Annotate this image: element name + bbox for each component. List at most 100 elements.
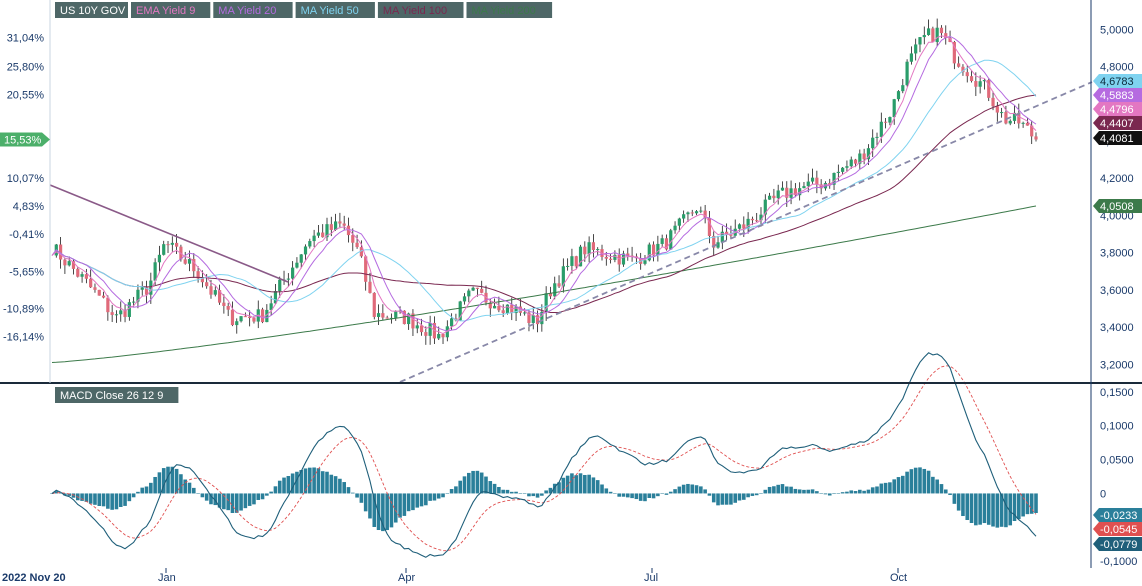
candle-body	[892, 99, 896, 118]
candle-body	[445, 326, 449, 338]
macd-histogram-bar	[707, 493, 712, 496]
legend-tag-bg[interactable]	[466, 2, 553, 18]
macd-title-bg	[55, 387, 179, 403]
macd-histogram-bar	[978, 493, 982, 525]
macd-histogram-bar	[454, 486, 458, 494]
candle-body	[587, 242, 591, 255]
y-left-tick-label: 31,04%	[7, 33, 45, 45]
macd-histogram-bar	[823, 493, 828, 495]
macd-histogram-bar	[467, 472, 471, 494]
candle-body	[252, 317, 256, 322]
macd-histogram-bar	[303, 468, 308, 494]
candle-body	[978, 81, 982, 87]
candle-body	[144, 287, 149, 295]
macd-histogram-bar	[849, 490, 854, 494]
macd-histogram-bar	[368, 493, 372, 519]
candle-body	[780, 187, 785, 191]
candle-body	[651, 244, 656, 256]
candle-body	[381, 313, 385, 318]
candle-body	[776, 190, 780, 199]
legend-tag-label[interactable]: MA Yield 100	[383, 5, 447, 17]
macd-histogram-bar	[359, 493, 364, 503]
candle-body	[995, 106, 999, 113]
macd-histogram-bar	[355, 493, 359, 498]
candle-body	[746, 218, 750, 229]
candle-body	[596, 249, 600, 251]
macd-histogram-bar	[497, 486, 501, 494]
candle-body	[97, 289, 101, 296]
x-tick-label: Oct	[890, 572, 907, 584]
macd-histogram-bar	[63, 493, 67, 496]
x-tick-label: Apr	[398, 572, 415, 584]
candle-body	[566, 265, 570, 267]
price-value-label: 4,4081	[1100, 133, 1134, 145]
candle-body	[114, 314, 119, 316]
candle-body	[346, 225, 351, 236]
y-left-tick-label: 4,83%	[13, 201, 44, 213]
legend-tag-bg[interactable]	[295, 2, 375, 18]
macd-histogram-bar	[295, 471, 299, 494]
macd-histogram-bar	[441, 493, 445, 498]
candle-body	[553, 283, 557, 297]
macd-histogram-bar	[149, 482, 153, 494]
x-tick-label: Jul	[644, 572, 658, 584]
candle-body	[875, 136, 879, 138]
macd-histogram-bar	[643, 493, 647, 502]
candle-body	[763, 199, 767, 215]
legend-tag-label[interactable]: US 10Y GOV	[60, 5, 126, 17]
macd-histogram-bar	[174, 468, 179, 494]
macd-histogram-bar	[595, 480, 600, 494]
macd-histogram-bar	[1029, 493, 1034, 514]
candle-body	[501, 310, 505, 313]
price-value-label: 4,6783	[1100, 76, 1134, 88]
legend-tag-bg[interactable]	[55, 2, 128, 18]
legend-tag-label[interactable]: MA Yield 200	[472, 5, 536, 17]
macd-histogram-bar	[286, 476, 291, 494]
candle-body	[901, 85, 905, 92]
candle-body	[402, 310, 406, 325]
macd-histogram-bar	[342, 482, 346, 494]
macd-histogram-bar	[772, 486, 776, 494]
macd-histogram-bar	[630, 493, 634, 499]
candle-body	[389, 317, 394, 319]
legend-tag-label[interactable]: MA Yield 20	[218, 5, 276, 17]
candle-body	[716, 242, 720, 248]
macd-histogram-bar	[724, 493, 729, 505]
macd-histogram-bar	[806, 489, 811, 494]
macd-histogram-bar	[879, 483, 884, 494]
candle-body	[157, 254, 162, 263]
legend[interactable]: US 10Y GOV EMA Yield 9 MA Yield 20 MA Yield…	[55, 2, 553, 403]
macd-histogram-bar	[845, 491, 849, 494]
legend-tag-label[interactable]: EMA Yield 9	[136, 5, 195, 17]
macd-histogram-bar	[888, 482, 892, 494]
legend-tag-bg[interactable]	[131, 2, 211, 18]
macd-histogram-bar	[217, 493, 222, 508]
y-left-tick-label: -10,89%	[3, 304, 44, 316]
macd-histogram-bar	[522, 493, 527, 494]
candle-body	[1030, 125, 1034, 137]
macd-histogram-bar	[578, 473, 583, 494]
ma200-line	[51, 205, 1037, 363]
macd-histogram-bar	[428, 493, 432, 501]
legend-tag-bg[interactable]	[213, 2, 293, 18]
macd-histogram-bar	[67, 493, 71, 496]
macd-histogram-bar	[518, 493, 523, 494]
macd-histogram-bar	[166, 466, 170, 494]
macd-histogram-bar	[1034, 493, 1038, 514]
candle-body	[450, 318, 454, 327]
macd-histogram-bar	[256, 493, 261, 500]
macd-histogram-bar	[88, 493, 93, 504]
ma20-line	[51, 35, 1037, 332]
uptrend-line	[399, 81, 1093, 383]
candle-body	[329, 224, 333, 230]
macd-histogram-bar	[656, 493, 660, 497]
legend-tag-bg[interactable]	[377, 2, 464, 18]
macd-histogram-bar	[488, 481, 493, 494]
macd-histogram-bar	[312, 467, 316, 494]
candle-body	[471, 287, 475, 291]
macd-histogram-bar	[406, 493, 411, 512]
macd-histogram-bar	[832, 493, 836, 495]
legend-tag-label[interactable]: MA Yield 50	[301, 5, 359, 17]
candle-body	[80, 274, 84, 277]
macd-histogram-bar	[810, 489, 815, 494]
